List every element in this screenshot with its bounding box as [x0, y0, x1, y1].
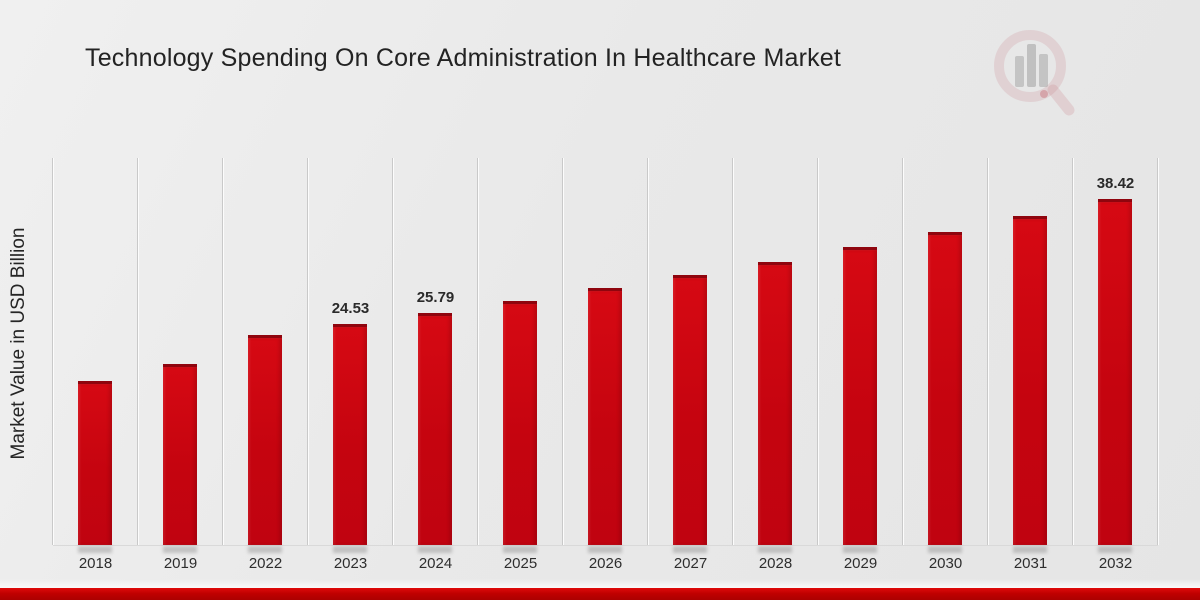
category-separator-line	[902, 158, 904, 545]
bar-base-shadow	[928, 546, 962, 553]
bar-2024	[418, 313, 452, 545]
category-separator-line	[477, 158, 479, 545]
x-tick-2022: 2022	[248, 555, 283, 572]
bar-2026	[588, 288, 622, 545]
bar-column-2024: 25.79 2024	[393, 158, 478, 572]
bar-2029	[843, 247, 877, 545]
bar-column-2031: 2031	[988, 158, 1073, 572]
bar-base-shadow	[1098, 546, 1132, 553]
bar-value-label-2032: 38.42	[1096, 175, 1135, 192]
bar-base-shadow	[333, 546, 367, 553]
category-separator-line	[52, 158, 54, 545]
bar-column-2018: 2018	[53, 158, 138, 572]
bar-column-2026: 2026	[563, 158, 648, 572]
bar-column-2027: 2027	[648, 158, 733, 572]
bar-base-shadow	[503, 546, 537, 553]
bar-column-2019: 2019	[138, 158, 223, 572]
bar-column-2028: 2028	[733, 158, 818, 572]
bar-base-shadow	[78, 546, 112, 553]
category-separator-line	[392, 158, 394, 545]
x-tick-2024: 2024	[418, 555, 453, 572]
bar-base-shadow	[248, 546, 282, 553]
bar-base-shadow	[418, 546, 452, 553]
x-tick-2025: 2025	[503, 555, 538, 572]
category-separator-line	[1157, 158, 1159, 545]
category-separator-line	[137, 158, 139, 545]
chart-title: Technology Spending On Core Administrati…	[85, 44, 842, 72]
x-tick-2032: 2032	[1098, 555, 1133, 572]
bar-base-shadow	[843, 546, 877, 553]
bar-2032	[1098, 199, 1132, 545]
x-axis-line	[53, 545, 1158, 546]
x-tick-2026: 2026	[588, 555, 623, 572]
category-separator-line	[307, 158, 309, 545]
x-tick-2018: 2018	[78, 555, 113, 572]
footer-accent-bar	[0, 588, 1200, 600]
bar-value-label-2024: 25.79	[416, 289, 455, 306]
y-axis-label: Market Value in USD Billion	[8, 227, 29, 460]
bar-base-shadow	[163, 546, 197, 553]
bar-column-2025: 2025	[478, 158, 563, 572]
x-tick-2019: 2019	[163, 555, 198, 572]
bar-2019	[163, 364, 197, 545]
bar-column-2022: 2022	[223, 158, 308, 572]
x-tick-2029: 2029	[843, 555, 878, 572]
footer-glow	[0, 579, 1200, 588]
magnifier-bar-chart-logo-icon	[994, 30, 1075, 116]
bar-column-2029: 2029	[818, 158, 903, 572]
bar-column-2030: 2030	[903, 158, 988, 572]
bar-2018	[78, 381, 112, 545]
bar-base-shadow	[1013, 546, 1047, 553]
category-separator-line	[987, 158, 989, 545]
bar-base-shadow	[673, 546, 707, 553]
bar-2031	[1013, 216, 1047, 545]
bar-2027	[673, 275, 707, 545]
category-separator-line	[732, 158, 734, 545]
x-tick-2031: 2031	[1013, 555, 1048, 572]
bar-base-shadow	[588, 546, 622, 553]
bar-2030	[928, 232, 962, 545]
category-separator-line	[1072, 158, 1074, 545]
bar-2028	[758, 262, 792, 545]
bar-value-label-2023: 24.53	[331, 300, 370, 317]
bar-base-shadow	[758, 546, 792, 553]
category-separator-line	[647, 158, 649, 545]
bar-column-2032: 38.42 2032	[1073, 158, 1158, 572]
x-tick-2027: 2027	[673, 555, 708, 572]
plot-area: 2018 2019 2022 24.53 2023 25.79 2024 2025 2026 20…	[52, 158, 1159, 572]
x-tick-2030: 2030	[928, 555, 963, 572]
x-tick-2023: 2023	[333, 555, 368, 572]
x-tick-2028: 2028	[758, 555, 793, 572]
bar-column-2023: 24.53 2023	[308, 158, 393, 572]
category-separator-line	[222, 158, 224, 545]
bar-2023	[333, 324, 367, 545]
category-separator-line	[562, 158, 564, 545]
bar-2022	[248, 335, 282, 545]
category-separator-line	[817, 158, 819, 545]
bar-2025	[503, 301, 537, 545]
